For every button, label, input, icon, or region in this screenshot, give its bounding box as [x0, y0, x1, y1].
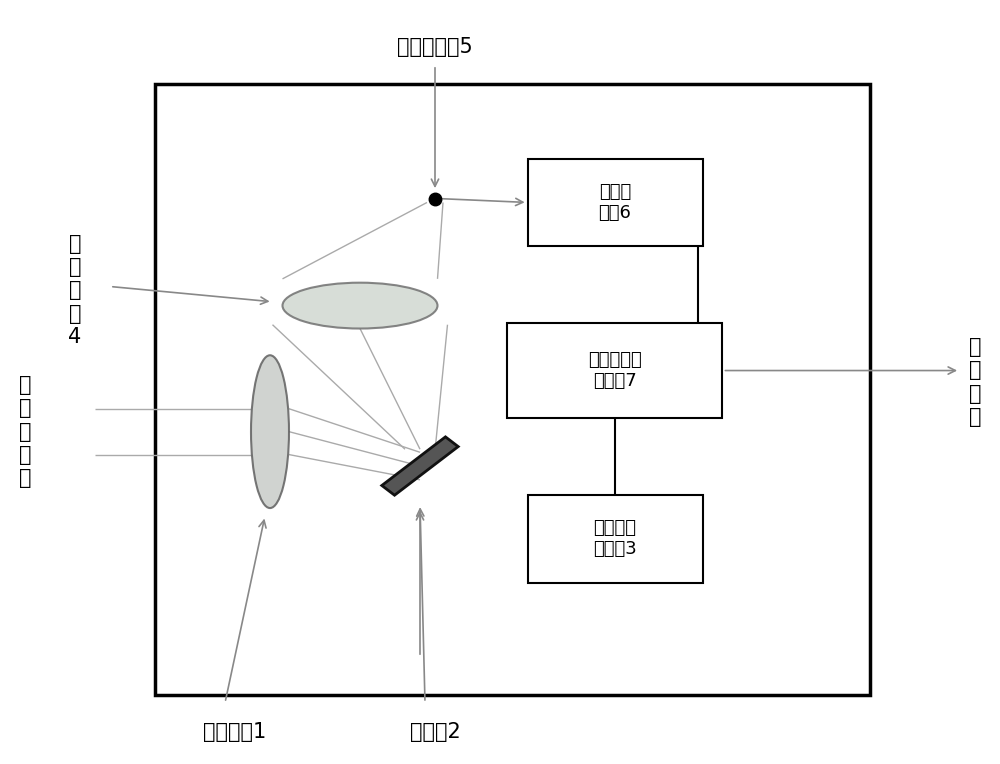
Text: 目
标
图
像: 目 标 图 像: [969, 337, 981, 427]
Ellipse shape: [283, 283, 438, 329]
Text: 光电传感器5: 光电传感器5: [397, 37, 473, 57]
Bar: [528, 495, 702, 583]
Ellipse shape: [251, 355, 289, 508]
Polygon shape: [382, 437, 458, 495]
Text: 模数转
换器6: 模数转 换器6: [599, 183, 631, 222]
Text: 成像镜头1: 成像镜头1: [203, 722, 267, 742]
Bar: [507, 322, 722, 419]
Bar: [528, 159, 702, 247]
Text: 会
聚
透
镜
4: 会 聚 透 镜 4: [68, 234, 82, 347]
Bar: [155, 84, 870, 695]
Text: 扫描镜驱
动模块3: 扫描镜驱 动模块3: [593, 520, 637, 558]
Text: 目
标
光
信
号: 目 标 光 信 号: [19, 375, 31, 488]
Text: 扫描镜2: 扫描镜2: [410, 722, 460, 742]
Text: 数据存储计
算模块7: 数据存储计 算模块7: [588, 351, 642, 390]
